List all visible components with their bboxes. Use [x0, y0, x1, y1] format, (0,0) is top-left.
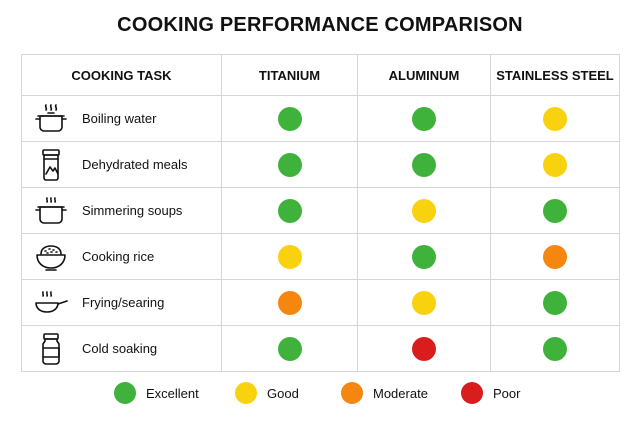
rating-dot	[543, 152, 567, 177]
header-cooking-task: COOKING TASK	[21, 54, 222, 96]
aluminum-rating	[357, 233, 491, 280]
legend: Excellent Good Moderate Poor	[0, 381, 640, 405]
stainless-rating	[490, 187, 620, 234]
legend-item-excellent: Excellent	[114, 381, 199, 405]
titanium-rating	[221, 233, 358, 280]
task-cell: Boiling water	[21, 95, 222, 142]
titanium-rating	[221, 95, 358, 142]
rating-dot	[277, 198, 302, 223]
rating-dot	[412, 152, 436, 177]
stainless-rating	[490, 95, 620, 142]
titanium-rating	[221, 325, 358, 372]
task-cell: Simmering soups	[21, 187, 222, 234]
aluminum-rating	[357, 141, 491, 188]
rating-dot	[277, 290, 302, 315]
rating-dot	[543, 198, 567, 223]
rating-dot	[277, 336, 302, 361]
rating-dot	[412, 106, 436, 131]
titanium-rating	[221, 141, 358, 188]
aluminum-rating	[357, 95, 491, 142]
task-label: Frying/searing	[82, 295, 165, 310]
stainless-rating	[490, 279, 620, 326]
table-row: Cooking rice	[21, 233, 620, 280]
food-pouch-icon	[34, 148, 68, 182]
aluminum-rating	[357, 187, 491, 234]
table-row: Simmering soups	[21, 187, 620, 234]
rice-bowl-icon	[34, 240, 68, 274]
legend-dot-moderate	[341, 382, 363, 404]
stainless-rating	[490, 233, 620, 280]
legend-item-moderate: Moderate	[341, 381, 428, 405]
rating-dot	[277, 152, 302, 177]
rating-dot	[543, 106, 567, 131]
task-label: Simmering soups	[82, 203, 183, 218]
table-row: Frying/searing	[21, 279, 620, 326]
aluminum-rating	[357, 325, 491, 372]
task-cell: Cold soaking	[21, 325, 222, 372]
header-row: COOKING TASK TITANIUM ALUMINUM STAINLESS…	[21, 54, 620, 96]
legend-dot-poor	[461, 382, 483, 404]
rating-dot	[412, 336, 436, 361]
rating-dot	[543, 290, 567, 315]
rating-dot	[412, 198, 436, 223]
legend-item-good: Good	[235, 381, 299, 405]
rating-dot	[543, 336, 567, 361]
frying-pan-icon	[34, 286, 68, 320]
task-label: Boiling water	[82, 111, 157, 126]
header-titanium: TITANIUM	[221, 54, 358, 96]
table-row: Dehydrated meals	[21, 141, 620, 188]
jar-icon	[34, 332, 68, 366]
legend-item-poor: Poor	[461, 381, 520, 405]
stainless-rating	[490, 141, 620, 188]
steaming-pot-icon	[34, 102, 68, 136]
rating-dot	[543, 244, 567, 269]
header-aluminum: ALUMINUM	[357, 54, 491, 96]
task-label: Dehydrated meals	[82, 157, 188, 172]
legend-label: Moderate	[373, 385, 428, 401]
legend-dot-good	[235, 382, 257, 404]
rating-dot	[412, 290, 436, 315]
rating-dot	[277, 244, 302, 269]
comparison-table: COOKING TASK TITANIUM ALUMINUM STAINLESS…	[21, 54, 620, 372]
table-row: Cold soaking	[21, 325, 620, 372]
table-row: Boiling water	[21, 95, 620, 142]
rating-dot	[412, 244, 436, 269]
soup-pot-icon	[34, 194, 68, 228]
legend-label: Good	[267, 385, 299, 401]
task-label: Cold soaking	[82, 341, 158, 356]
titanium-rating	[221, 187, 358, 234]
task-cell: Cooking rice	[21, 233, 222, 280]
aluminum-rating	[357, 279, 491, 326]
legend-label: Excellent	[146, 385, 199, 401]
page-title: COOKING PERFORMANCE COMPARISON	[117, 14, 523, 36]
header-stainless-steel: STAINLESS STEEL	[490, 54, 620, 96]
rating-dot	[277, 106, 302, 131]
stainless-rating	[490, 325, 620, 372]
task-cell: Dehydrated meals	[21, 141, 222, 188]
titanium-rating	[221, 279, 358, 326]
task-cell: Frying/searing	[21, 279, 222, 326]
task-label: Cooking rice	[82, 249, 155, 264]
legend-dot-excellent	[114, 382, 136, 404]
legend-label: Poor	[493, 385, 521, 401]
